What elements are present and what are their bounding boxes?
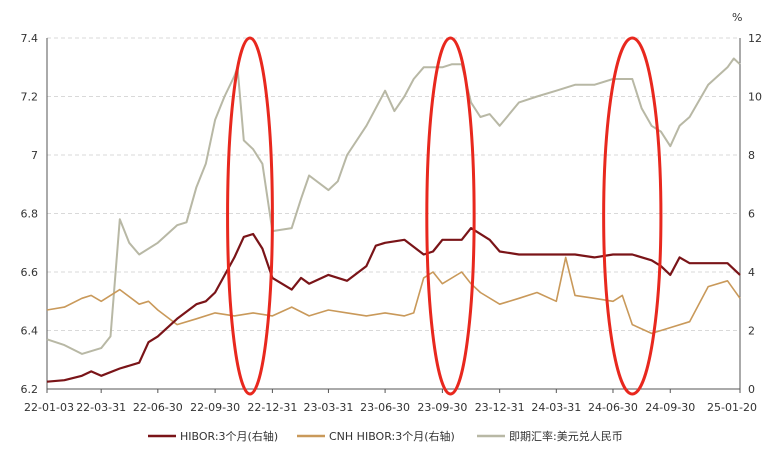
y-right-tick-label: 4 bbox=[748, 266, 755, 279]
y-right-tick-label: 8 bbox=[748, 149, 755, 162]
highlight-ellipse bbox=[226, 36, 274, 396]
y-left-tick-label: 7.4 bbox=[21, 32, 39, 45]
highlight-ellipse bbox=[425, 36, 476, 396]
x-tick-label: 22-06-30 bbox=[133, 401, 183, 414]
y-right-tick-label: 10 bbox=[748, 91, 762, 104]
legend-label: 即期汇率:美元兑人民币 bbox=[509, 429, 623, 443]
legend-label: CNH HIBOR:3个月(右轴) bbox=[329, 429, 455, 443]
y-right-tick-label: 12 bbox=[748, 32, 762, 45]
highlight-ellipse bbox=[602, 36, 663, 396]
x-tick-label: 23-12-31 bbox=[475, 401, 525, 414]
y-left-tick-label: 7 bbox=[31, 149, 38, 162]
legend: HIBOR:3个月(右轴) CNH HIBOR:3个月(右轴) 即期汇率:美元兑人民… bbox=[148, 429, 623, 443]
series-line bbox=[46, 256, 741, 335]
right-axis-unit-label: % bbox=[732, 11, 742, 24]
x-axis-ticks: 22-01-03 22-03-31 22-06-30 22-09-30 22-12-31… bbox=[24, 389, 757, 414]
x-tick-label: 23-09-30 bbox=[417, 401, 467, 414]
left-y-axis-ticks: 6.2 6.4 6.6 6.8 7 7.2 7.4 bbox=[21, 32, 39, 396]
y-left-tick-label: 7.2 bbox=[21, 91, 39, 104]
series-line bbox=[46, 227, 741, 383]
y-right-tick-label: 0 bbox=[748, 383, 755, 396]
y-right-tick-label: 2 bbox=[748, 325, 755, 338]
grid-lines bbox=[47, 37, 740, 331]
y-left-tick-label: 6.2 bbox=[21, 383, 39, 396]
legend-label: HIBOR:3个月(右轴) bbox=[180, 429, 278, 443]
x-tick-label: 25-01-20 bbox=[707, 401, 757, 414]
series-lines bbox=[46, 57, 741, 383]
y-right-tick-label: 6 bbox=[748, 208, 755, 221]
x-tick-label: 22-09-30 bbox=[190, 401, 240, 414]
annotations bbox=[226, 36, 663, 396]
right-y-axis-ticks: 0 2 4 6 8 10 12 bbox=[748, 32, 762, 396]
x-tick-label: 22-12-31 bbox=[247, 401, 297, 414]
x-tick-label: 23-06-30 bbox=[360, 401, 410, 414]
y-left-tick-label: 6.4 bbox=[21, 325, 39, 338]
series-line bbox=[46, 57, 741, 355]
x-tick-label: 24-03-31 bbox=[531, 401, 581, 414]
x-tick-label: 23-03-31 bbox=[303, 401, 353, 414]
y-left-tick-label: 6.6 bbox=[21, 266, 39, 279]
y-left-tick-label: 6.8 bbox=[21, 208, 39, 221]
x-tick-label: 22-01-03 bbox=[24, 401, 74, 414]
x-tick-label: 24-06-30 bbox=[588, 401, 638, 414]
x-tick-label: 22-03-31 bbox=[76, 401, 126, 414]
x-tick-label: 24-09-30 bbox=[645, 401, 695, 414]
